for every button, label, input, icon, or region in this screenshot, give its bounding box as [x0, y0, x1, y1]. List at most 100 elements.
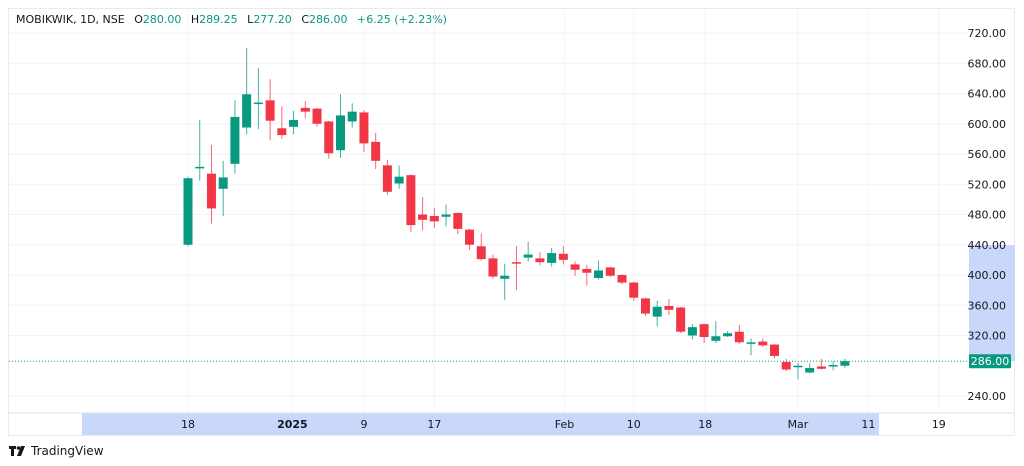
candle-up[interactable] — [523, 241, 533, 262]
candle-down[interactable] — [617, 274, 627, 285]
candle-body — [441, 214, 451, 217]
candle-up[interactable] — [183, 176, 193, 247]
candle-body — [429, 216, 439, 222]
candle-down[interactable] — [511, 246, 521, 291]
candle-body — [816, 366, 826, 369]
candle-down[interactable] — [406, 174, 416, 232]
candle-up[interactable] — [195, 119, 205, 181]
candle-down[interactable] — [558, 246, 568, 265]
candle-body — [465, 229, 475, 245]
symbol-label[interactable]: MOBIKWIK, 1D, NSE — [16, 13, 125, 26]
candle-body — [359, 112, 369, 144]
candle-body — [558, 253, 568, 260]
candle-up[interactable] — [594, 260, 604, 280]
candle-down[interactable] — [359, 110, 369, 152]
candle-body — [770, 344, 779, 356]
candle-body — [840, 361, 850, 366]
candle-up[interactable] — [253, 67, 263, 130]
price-tick-label: 720.00 — [968, 27, 1007, 40]
time-tick-label: 10 — [627, 418, 641, 431]
candle-body — [453, 212, 463, 229]
candle-down[interactable] — [605, 266, 615, 278]
candle-up[interactable] — [335, 94, 345, 158]
candle-down[interactable] — [476, 233, 486, 261]
candle-up[interactable] — [347, 103, 357, 128]
candle-body — [711, 336, 721, 341]
candle-up[interactable] — [547, 247, 557, 267]
candle-up[interactable] — [687, 324, 697, 340]
candle-body — [793, 365, 803, 368]
candle-down[interactable] — [277, 106, 287, 139]
candle-down[interactable] — [770, 343, 779, 359]
candle-up[interactable] — [441, 204, 451, 227]
time-tick-label: 9 — [360, 418, 367, 431]
candle-down[interactable] — [570, 261, 580, 276]
candle-down[interactable] — [300, 101, 310, 119]
candle-down[interactable] — [699, 323, 709, 344]
candle-down[interactable] — [629, 281, 639, 301]
candle-down[interactable] — [382, 160, 392, 195]
candle-body — [289, 119, 299, 127]
ohlc-legend: MOBIKWIK, 1D, NSE O280.00 H289.25 L277.2… — [16, 13, 447, 26]
candle-down[interactable] — [535, 252, 545, 266]
candle-body — [277, 128, 287, 136]
candle-down[interactable] — [265, 79, 275, 141]
candle-up[interactable] — [394, 165, 404, 189]
close-key: C — [301, 13, 309, 26]
candle-up[interactable] — [746, 338, 756, 356]
candle-up[interactable] — [218, 160, 228, 217]
candle-down[interactable] — [676, 306, 686, 334]
candle-down[interactable] — [816, 358, 826, 370]
candle-down[interactable] — [758, 338, 768, 347]
low-value: 277.20 — [253, 13, 292, 26]
candle-up[interactable] — [793, 362, 803, 380]
chart-frame — [8, 8, 1015, 436]
candle-down[interactable] — [312, 107, 322, 127]
price-tick-label: 680.00 — [968, 57, 1007, 70]
candle-up[interactable] — [289, 110, 299, 135]
time-axis-highlight — [82, 413, 879, 435]
candle-down[interactable] — [418, 197, 428, 231]
close-value: 286.00 — [309, 13, 348, 26]
candle-up[interactable] — [828, 361, 838, 371]
candle-down[interactable] — [371, 132, 381, 170]
candle-up[interactable] — [230, 100, 240, 174]
candle-body — [300, 107, 310, 112]
candle-body — [242, 94, 252, 128]
high-key: H — [190, 13, 200, 26]
candle-up[interactable] — [242, 48, 252, 135]
candle-up[interactable] — [711, 321, 721, 344]
time-tick-label: 2025 — [277, 418, 308, 431]
candle-down[interactable] — [465, 228, 475, 251]
candle-down[interactable] — [429, 207, 439, 229]
time-tick-label: Feb — [555, 418, 574, 431]
candle-body — [335, 115, 345, 151]
candle-body — [640, 298, 650, 314]
candle-up[interactable] — [652, 300, 662, 327]
tradingview-icon — [9, 446, 25, 456]
open-value: 280.00 — [142, 13, 182, 26]
candle-down[interactable] — [488, 254, 498, 279]
candle-up[interactable] — [840, 358, 850, 368]
candle-body — [570, 264, 580, 270]
candle-down[interactable] — [664, 299, 674, 316]
candle-down[interactable] — [206, 144, 216, 224]
candle-down[interactable] — [582, 265, 592, 286]
candle-up[interactable] — [723, 330, 733, 338]
price-tick-label: 600.00 — [968, 118, 1007, 131]
candle-down[interactable] — [640, 297, 650, 316]
candle-down[interactable] — [734, 324, 744, 344]
price-tick-label: 320.00 — [968, 330, 1007, 343]
time-tick-label: 18 — [698, 418, 712, 431]
candle-up[interactable] — [805, 363, 815, 374]
candle-body — [347, 111, 357, 122]
candle-down[interactable] — [453, 212, 463, 235]
candle-up[interactable] — [500, 263, 510, 300]
candle-down[interactable] — [324, 120, 334, 159]
tradingview-logo[interactable]: TradingView — [9, 444, 104, 458]
time-tick-label: 17 — [427, 418, 441, 431]
candle-body — [312, 108, 322, 124]
candle-body — [253, 102, 263, 105]
candle-body — [605, 267, 615, 276]
